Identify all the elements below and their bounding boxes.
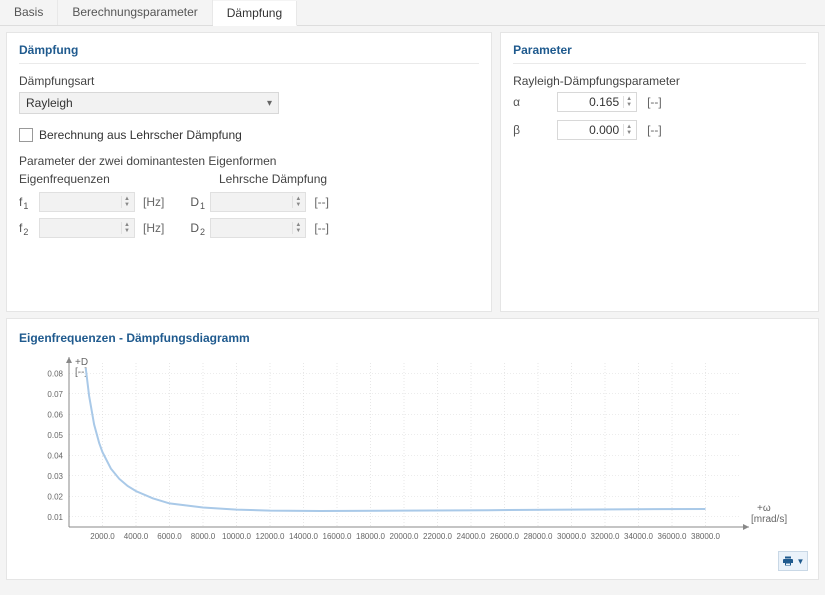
- tab-basis[interactable]: Basis: [0, 0, 58, 25]
- svg-text:4000.0: 4000.0: [124, 532, 149, 541]
- parameter-panel-title: Parameter: [513, 43, 806, 64]
- tab-bar: Basis Berechnungsparameter Dämpfung: [0, 0, 825, 26]
- d2-unit: [--]: [314, 221, 329, 235]
- svg-text:0.06: 0.06: [47, 410, 63, 419]
- svg-text:6000.0: 6000.0: [157, 532, 182, 541]
- svg-text:26000.0: 26000.0: [490, 532, 519, 541]
- tab-daempfung[interactable]: Dämpfung: [213, 1, 297, 26]
- chevron-down-icon: ▾: [267, 98, 272, 109]
- f2-label: f2: [19, 221, 33, 235]
- f2-unit: [Hz]: [143, 221, 164, 235]
- beta-label: β: [513, 123, 549, 137]
- damping-type-select[interactable]: Rayleigh ▾: [19, 92, 279, 114]
- svg-text:10000.0: 10000.0: [222, 532, 251, 541]
- svg-text:38000.0: 38000.0: [691, 532, 720, 541]
- svg-text:18000.0: 18000.0: [356, 532, 385, 541]
- svg-text:0.02: 0.02: [47, 492, 63, 501]
- svg-text:0.05: 0.05: [47, 431, 63, 440]
- d2-input[interactable]: ▲▼: [210, 218, 306, 238]
- f2-input[interactable]: ▲▼: [39, 218, 135, 238]
- damping-panel-title: Dämpfung: [19, 43, 479, 64]
- svg-text:24000.0: 24000.0: [457, 532, 486, 541]
- chevron-down-icon: ▼: [797, 557, 805, 566]
- parameter-panel: Parameter Rayleigh-Dämpfungsparameter α …: [500, 32, 819, 312]
- chart-title: Eigenfrequenzen - Dämpfungsdiagramm: [19, 331, 806, 345]
- svg-text:8000.0: 8000.0: [191, 532, 216, 541]
- damping-type-label: Dämpfungsart: [19, 74, 479, 88]
- d1-label: D1: [190, 195, 204, 209]
- svg-text:0.01: 0.01: [47, 513, 63, 522]
- svg-text:34000.0: 34000.0: [624, 532, 653, 541]
- svg-text:20000.0: 20000.0: [390, 532, 419, 541]
- alpha-input[interactable]: 0.165▲▼: [557, 92, 637, 112]
- svg-text:0.08: 0.08: [47, 369, 63, 378]
- tab-berechnungsparameter[interactable]: Berechnungsparameter: [58, 0, 212, 25]
- alpha-label: α: [513, 95, 549, 109]
- svg-text:0.04: 0.04: [47, 451, 63, 460]
- damping-chart: 0.01 0.02 0.03 0.04 0.05 0.06 0.07 0.08 2000.0 40…: [19, 353, 799, 553]
- lehr-checkbox[interactable]: [19, 128, 33, 142]
- svg-text:[mrad/s]: [mrad/s]: [751, 514, 787, 525]
- d2-label: D2: [190, 221, 204, 235]
- damping-panel: Dämpfung Dämpfungsart Rayleigh ▾ Berechn…: [6, 32, 492, 312]
- d1-input[interactable]: ▲▼: [210, 192, 306, 212]
- svg-text:14000.0: 14000.0: [289, 532, 318, 541]
- lehr-checkbox-label: Berechnung aus Lehrscher Dämpfung: [39, 128, 242, 142]
- printer-icon: [782, 555, 794, 567]
- svg-text:12000.0: 12000.0: [256, 532, 285, 541]
- beta-unit: [--]: [647, 123, 662, 137]
- svg-text:16000.0: 16000.0: [323, 532, 352, 541]
- f1-unit: [Hz]: [143, 195, 164, 209]
- f1-label: f1: [19, 195, 33, 209]
- d1-unit: [--]: [314, 195, 329, 209]
- damping-type-value: Rayleigh: [26, 96, 73, 110]
- svg-text:+ω: +ω: [757, 503, 771, 514]
- column-lehrsche-label: Lehrsche Dämpfung: [219, 172, 369, 186]
- f1-input[interactable]: ▲▼: [39, 192, 135, 212]
- dominant-modes-label: Parameter der zwei dominantesten Eigenfo…: [19, 154, 479, 168]
- column-eigenfrequenzen-label: Eigenfrequenzen: [19, 172, 169, 186]
- alpha-unit: [--]: [647, 95, 662, 109]
- print-button[interactable]: ▼: [778, 551, 808, 571]
- svg-text:22000.0: 22000.0: [423, 532, 452, 541]
- beta-input[interactable]: 0.000▲▼: [557, 120, 637, 140]
- rayleigh-param-label: Rayleigh-Dämpfungsparameter: [513, 74, 806, 88]
- chart-panel: Eigenfrequenzen - Dämpfungsdiagramm 0.01…: [6, 318, 819, 580]
- svg-text:30000.0: 30000.0: [557, 532, 586, 541]
- svg-text:2000.0: 2000.0: [90, 532, 115, 541]
- svg-text:0.03: 0.03: [47, 472, 63, 481]
- svg-text:0.07: 0.07: [47, 390, 63, 399]
- svg-text:28000.0: 28000.0: [524, 532, 553, 541]
- svg-text:32000.0: 32000.0: [591, 532, 620, 541]
- svg-text:36000.0: 36000.0: [658, 532, 687, 541]
